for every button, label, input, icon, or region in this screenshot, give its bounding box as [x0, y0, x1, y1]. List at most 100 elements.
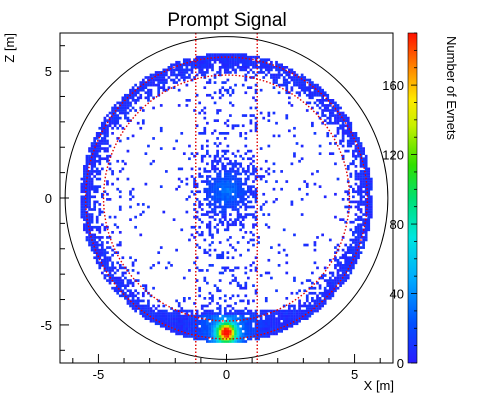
heatmap-cell — [152, 78, 155, 82]
heatmap-cell — [357, 248, 360, 252]
heatmap-cell — [208, 190, 212, 194]
heatmap-cell — [259, 322, 263, 326]
heatmap-cell — [162, 304, 166, 308]
heatmap-cell — [206, 225, 209, 229]
heatmap-cell — [249, 119, 253, 122]
heatmap-cell — [203, 167, 207, 171]
heatmap-cell — [298, 299, 301, 303]
heatmap-cell — [126, 116, 130, 120]
heatmap-cell — [126, 149, 130, 153]
heatmap-cell — [308, 96, 312, 100]
heatmap-cell — [344, 266, 348, 270]
heatmap-cell — [236, 124, 240, 128]
heatmap-cell — [249, 129, 253, 133]
heatmap-cell — [223, 190, 227, 194]
heatmap-cell — [362, 236, 365, 239]
heatmap-cell — [308, 312, 312, 315]
heatmap-cell — [111, 231, 114, 234]
heatmap-cell — [236, 210, 240, 214]
heatmap-cell — [303, 302, 307, 305]
heatmap-cell — [323, 286, 327, 290]
heatmap-cell — [252, 170, 255, 173]
heatmap-cell — [141, 309, 145, 313]
heatmap-cell — [364, 233, 368, 237]
heatmap-cell — [349, 121, 353, 125]
heatmap-cell — [93, 170, 97, 173]
heatmap-cell — [364, 205, 368, 209]
heatmap-cell — [359, 182, 363, 186]
heatmap-cell — [321, 304, 324, 308]
heatmap-cell — [203, 111, 207, 115]
heatmap-cell — [131, 187, 135, 191]
heatmap-cell — [216, 180, 219, 183]
heatmap-cell — [139, 96, 143, 100]
heatmap-cell — [193, 317, 196, 320]
heatmap-cell — [285, 81, 289, 84]
heatmap-cell — [234, 185, 237, 188]
heatmap-cell — [208, 195, 212, 199]
heatmap-cell — [364, 238, 368, 242]
heatmap-cell — [346, 248, 350, 252]
heatmap-cell — [252, 205, 255, 209]
heatmap-cell — [282, 322, 286, 326]
heatmap-cell — [362, 185, 365, 188]
heatmap-cell — [262, 76, 266, 79]
heatmap-cell — [341, 248, 345, 252]
heatmap-cell — [198, 66, 202, 69]
heatmap-cell — [264, 332, 268, 336]
heatmap-cell — [111, 269, 114, 272]
heatmap-cell — [252, 312, 255, 315]
heatmap-cell — [185, 335, 189, 338]
heatmap-cell — [362, 246, 365, 249]
heatmap-cell — [154, 307, 158, 310]
heatmap-cell — [93, 149, 97, 153]
heatmap-cell — [213, 284, 217, 287]
heatmap-cell — [208, 66, 212, 69]
heatmap-cell — [111, 266, 114, 270]
heatmap-cell — [218, 96, 222, 100]
heatmap-cell — [223, 149, 227, 153]
heatmap-cell — [198, 172, 202, 176]
heatmap-cell — [303, 314, 307, 318]
heatmap-cell — [267, 319, 271, 323]
heatmap-cell — [208, 200, 212, 204]
heatmap-cell — [287, 307, 291, 310]
heatmap-cell — [241, 319, 245, 323]
heatmap-cell — [236, 330, 240, 333]
heatmap-cell — [249, 190, 253, 194]
heatmap-cell — [182, 322, 186, 326]
heatmap-cell — [144, 182, 148, 186]
heatmap-cell — [267, 119, 271, 122]
heatmap-cell — [352, 241, 355, 244]
heatmap-cell — [236, 167, 240, 171]
heatmap-cell — [264, 170, 268, 173]
heatmap-cell — [103, 129, 107, 133]
heatmap-cell — [203, 116, 207, 120]
heatmap-cell — [336, 109, 340, 112]
heatmap-cell — [100, 258, 104, 262]
heatmap-cell — [252, 165, 255, 168]
heatmap-cell — [349, 124, 353, 128]
heatmap-cell — [124, 291, 127, 295]
heatmap-cell — [213, 192, 217, 196]
heatmap-cell — [216, 58, 219, 62]
heatmap-cell — [95, 132, 99, 135]
heatmap-cell — [275, 324, 278, 328]
heatmap-cell — [318, 307, 322, 310]
heatmap-cell — [85, 154, 89, 158]
heatmap-cell — [262, 330, 266, 333]
heatmap-cell — [231, 104, 235, 107]
heatmap-cell — [195, 231, 199, 234]
heatmap-cell — [85, 190, 89, 194]
heatmap-cell — [259, 88, 263, 92]
heatmap-cell — [264, 312, 268, 315]
heatmap-cell — [88, 159, 91, 163]
heatmap-cell — [229, 55, 232, 59]
heatmap-cell — [136, 99, 140, 102]
heatmap-cell — [213, 324, 217, 328]
heatmap-cell — [208, 332, 212, 336]
heatmap-cell — [182, 58, 186, 62]
heatmap-cell — [313, 83, 317, 87]
heatmap-cell — [290, 312, 294, 315]
